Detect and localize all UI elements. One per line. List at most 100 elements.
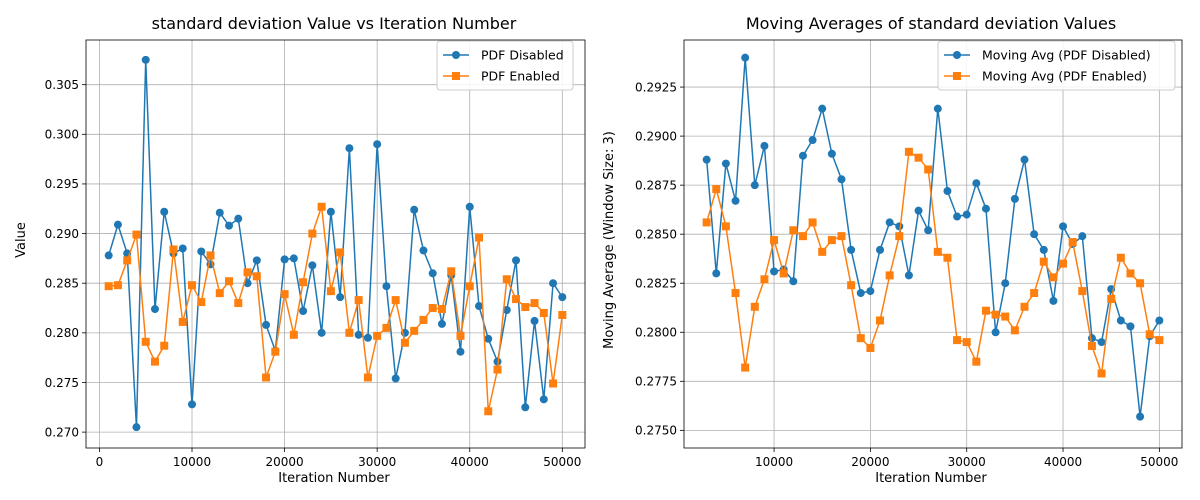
y-tick-label: 0.2800 [635,326,677,340]
data-point [150,357,159,366]
data-point [391,374,400,383]
data-point [789,226,798,235]
data-point [885,218,894,227]
data-point [336,248,345,257]
data-point [779,269,788,278]
data-point [410,326,419,335]
y-tick-label: 0.2900 [635,129,677,143]
legend-label-disabled: Moving Avg (PDF Disabled) [982,48,1151,63]
x-tick-label: 40000 [451,455,489,469]
data-point [437,319,446,328]
data-point [741,53,750,62]
legend: Moving Avg (PDF Disabled) Moving Avg (PD… [937,40,1176,91]
y-tick-label: 0.305 [45,78,79,92]
data-point [456,331,465,340]
data-point [1155,316,1164,325]
data-point [981,306,990,315]
data-point [502,306,511,315]
data-point [837,175,846,184]
data-point [419,246,428,255]
data-point [391,296,400,305]
data-point [866,287,875,296]
data-point [474,233,483,242]
data-point [428,269,437,278]
data-point [981,204,990,213]
data-point [1001,279,1010,288]
data-point [876,316,885,325]
data-point [866,343,875,352]
data-point [818,247,827,256]
data-point [1068,238,1077,247]
data-point [132,230,141,239]
data-point [308,229,317,238]
data-point [512,256,521,265]
data-point [808,136,817,145]
data-point [502,275,511,284]
data-point [847,245,856,254]
data-point [484,334,493,343]
data-point [160,341,169,350]
data-point [827,236,836,245]
data-point [317,202,326,211]
data-point [206,251,215,260]
data-point [363,333,372,342]
data-point [113,281,122,290]
data-point [914,206,923,215]
data-point [856,334,865,343]
data-point [1030,289,1039,298]
legend-marker-enabled [953,72,961,80]
data-point [262,373,271,382]
data-point [1020,302,1029,311]
data-point [465,282,474,291]
data-point [972,357,981,366]
data-point [712,185,721,194]
data-point [991,310,1000,319]
data-point [169,245,178,254]
data-point [382,323,391,332]
data-point [160,207,169,216]
data-point [1155,336,1164,345]
data-point [1116,316,1125,325]
data-point [895,232,904,241]
data-point [271,347,280,356]
data-point [760,141,769,150]
data-point [104,251,113,260]
data-point [1145,330,1154,339]
axes-frame [85,39,586,449]
data-point [215,208,224,217]
data-point [712,269,721,278]
data-point [895,222,904,231]
x-tick-label: 30000 [948,455,986,469]
data-point [837,232,846,241]
data-point [1049,273,1058,282]
data-point [856,289,865,298]
legend-label-enabled: PDF Enabled [481,69,560,84]
data-point [1097,369,1106,378]
data-point [750,302,759,311]
x-tick-label: 20000 [851,455,889,469]
axes-frame [683,39,1183,449]
data-point [410,205,419,214]
data-point [262,320,271,329]
data-point [354,296,363,305]
data-point [336,293,345,302]
y-tick-label: 0.2925 [635,80,677,94]
plot-area: 10000 20000 30000 40000 50000 0.2750 0.2775 0.2… [635,39,1183,469]
x-tick-label: 50000 [543,455,581,469]
x-tick-label: 50000 [1140,455,1178,469]
data-point [141,337,150,346]
data-point [354,330,363,339]
data-point [308,261,317,270]
data-point [243,268,252,277]
data-point [943,253,952,262]
data-point [924,226,933,235]
data-point [150,305,159,314]
data-point [953,336,962,345]
data-point [1087,334,1096,343]
data-point [1097,338,1106,347]
data-point [197,247,206,256]
data-point [289,254,298,263]
data-point [558,310,567,319]
data-point [914,153,923,162]
data-point [962,210,971,219]
